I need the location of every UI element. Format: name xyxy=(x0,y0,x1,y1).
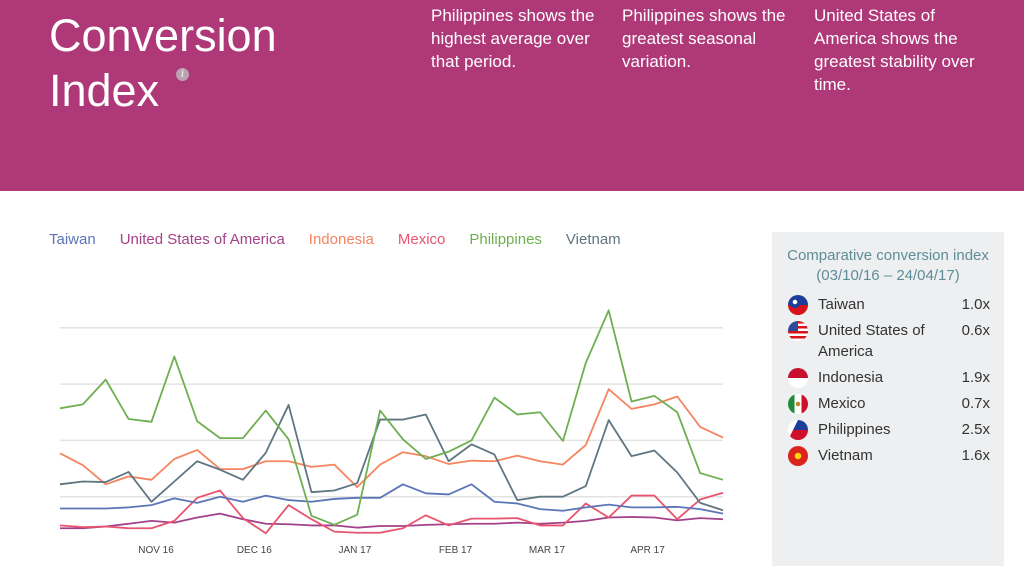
flag-icon xyxy=(788,368,808,388)
header-banner: Conversion Index i Philippines shows the… xyxy=(0,0,1024,191)
x-tick-label: MAR 17 xyxy=(529,545,566,556)
flag-icon xyxy=(788,295,808,315)
country-value: 1.6x xyxy=(961,447,990,464)
country-name: Vietnam xyxy=(818,447,873,464)
panel-row: United States of America 0.6x xyxy=(772,320,1004,362)
country-value: 0.6x xyxy=(961,322,990,339)
info-icon[interactable]: i xyxy=(176,68,189,81)
line-chart: NOV 16 DEC 16 JAN 17 FEB 17 MAR 17 APR 17 xyxy=(59,309,724,556)
series-line-philippines[interactable] xyxy=(59,309,724,526)
panel-row: Indonesia 1.9x xyxy=(772,367,1004,388)
country-name: Indonesia xyxy=(818,369,884,386)
chart-legend: Taiwan United States of America Indonesia M… xyxy=(49,231,645,248)
legend-item[interactable]: Taiwan xyxy=(49,231,96,248)
flag-icon xyxy=(788,420,808,440)
legend-item[interactable]: Philippines xyxy=(469,231,542,248)
series-line-vietnam[interactable] xyxy=(59,404,724,512)
panel-row: Philippines 2.5x xyxy=(772,419,1004,440)
country-name: United States of America xyxy=(818,322,925,360)
country-value: 2.5x xyxy=(961,421,990,438)
flag-icon xyxy=(788,394,808,414)
legend-item[interactable]: Mexico xyxy=(397,231,446,248)
panel-row: Mexico 0.7x xyxy=(772,393,1004,414)
country-name: Mexico xyxy=(818,395,866,412)
insight-seasonal-variation: Philippines shows the greatest seasonal … xyxy=(622,6,786,71)
panel-row: Vietnam 1.6x xyxy=(772,445,1004,466)
legend-item[interactable]: Vietnam xyxy=(565,231,621,248)
series-line-indonesia[interactable] xyxy=(59,388,724,489)
comparison-panel: Comparative conversion index (03/10/16 –… xyxy=(772,232,1004,566)
country-name: Taiwan xyxy=(818,296,865,313)
series-line-mexico[interactable] xyxy=(59,489,724,535)
panel-row: Taiwan 1.0x xyxy=(772,294,1004,315)
flag-icon xyxy=(788,321,808,341)
legend-item[interactable]: Indonesia xyxy=(308,231,374,248)
insight-highest-average: Philippines shows the highest average ov… xyxy=(431,6,595,71)
country-value: 1.9x xyxy=(961,369,990,386)
series-line-taiwan[interactable] xyxy=(60,483,724,515)
x-tick-label: JAN 17 xyxy=(339,545,372,556)
x-tick-label: NOV 16 xyxy=(138,545,174,556)
flag-icon xyxy=(788,446,808,466)
x-tick-label: FEB 17 xyxy=(439,545,473,556)
legend-item[interactable]: United States of America xyxy=(119,231,285,248)
country-value: 1.0x xyxy=(961,296,990,313)
x-tick-label: APR 17 xyxy=(630,545,665,556)
country-name: Philippines xyxy=(818,421,891,438)
insight-stability: United States of America shows the great… xyxy=(814,6,975,94)
x-tick-label: DEC 16 xyxy=(237,545,272,556)
page-title: Conversion Index xyxy=(49,10,277,116)
country-value: 0.7x xyxy=(961,395,990,412)
panel-title: Comparative conversion index (03/10/16 –… xyxy=(787,247,989,284)
